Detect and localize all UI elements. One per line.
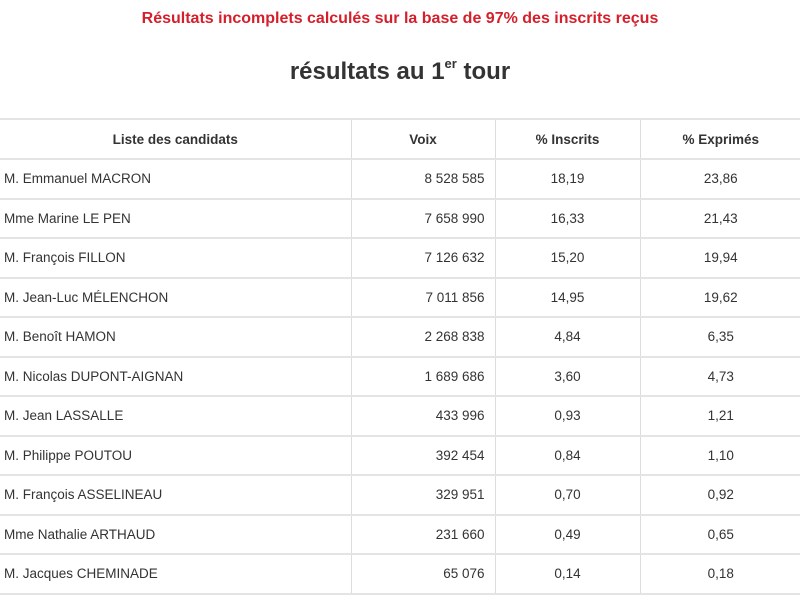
candidate-name: M. Jean-Luc MÉLENCHON bbox=[0, 276, 351, 317]
voix: 231 660 bbox=[350, 513, 495, 554]
candidate-name: M. Nicolas DUPONT-AIGNAN bbox=[0, 355, 351, 396]
candidate-name: Mme Marine LE PEN bbox=[0, 197, 351, 238]
pct-inscrits: 4,84 bbox=[494, 316, 640, 357]
pct-inscrits: 15,20 bbox=[494, 237, 640, 278]
pct-inscrits: 0,49 bbox=[494, 513, 640, 554]
pct-inscrits: 0,70 bbox=[494, 474, 640, 515]
voix: 7 126 632 bbox=[350, 237, 495, 278]
header-candidates: Liste des candidats bbox=[0, 118, 351, 159]
candidate-name: M. Benoît HAMON bbox=[0, 316, 351, 357]
table-row: M. Nicolas DUPONT-AIGNAN 1 689 686 3,60 4,7… bbox=[0, 355, 800, 396]
pct-exprimes: 23,86 bbox=[639, 158, 800, 199]
incomplete-results-notice: Résultats incomplets calculés sur la bas… bbox=[141, 10, 659, 27]
candidate-name: M. Jacques CHEMINADE bbox=[0, 553, 351, 595]
pct-inscrits: 3,60 bbox=[494, 355, 640, 396]
pct-inscrits: 14,95 bbox=[494, 276, 640, 317]
candidate-name: M. Emmanuel MACRON bbox=[0, 158, 351, 199]
table-row: Mme Marine LE PEN 7 658 990 16,33 21,43 bbox=[0, 197, 800, 238]
candidate-name: Mme Nathalie ARTHAUD bbox=[0, 513, 351, 554]
pct-inscrits: 0,93 bbox=[494, 395, 640, 436]
voix: 7 658 990 bbox=[350, 197, 495, 238]
pct-inscrits: 16,33 bbox=[494, 197, 640, 238]
pct-exprimes: 6,35 bbox=[639, 316, 800, 357]
voix: 392 454 bbox=[350, 434, 495, 475]
title-tail: tour bbox=[456, 58, 511, 85]
table-row: M. Jean-Luc MÉLENCHON 7 011 856 14,95 19,62 bbox=[0, 276, 800, 317]
candidate-name: M. François FILLON bbox=[0, 237, 351, 278]
candidate-name: M. Jean LASSALLE bbox=[0, 395, 351, 436]
pct-exprimes: 19,94 bbox=[639, 237, 800, 278]
results-table: Liste des candidats Voix % Inscrits % Ex… bbox=[0, 118, 800, 595]
pct-exprimes: 0,92 bbox=[639, 474, 800, 515]
pct-inscrits: 18,19 bbox=[494, 158, 640, 199]
pct-exprimes: 4,73 bbox=[639, 355, 800, 396]
table-row: M. François FILLON 7 126 632 15,20 19,94 bbox=[0, 237, 800, 278]
voix: 8 528 585 bbox=[350, 158, 495, 199]
pct-exprimes: 0,18 bbox=[639, 553, 800, 595]
pct-exprimes: 1,10 bbox=[639, 434, 800, 475]
pct-exprimes: 19,62 bbox=[639, 276, 800, 317]
page-title: résultats au 1er tour bbox=[0, 56, 800, 86]
header-pct-inscrits: % Inscrits bbox=[494, 118, 640, 159]
pct-exprimes: 1,21 bbox=[639, 395, 800, 436]
pct-inscrits: 0,14 bbox=[494, 553, 640, 595]
voix: 329 951 bbox=[350, 474, 495, 515]
table-row: M. Emmanuel MACRON 8 528 585 18,19 23,86 bbox=[0, 158, 800, 199]
table-row: M. François ASSELINEAU 329 951 0,70 0,92 bbox=[0, 474, 800, 515]
voix: 7 011 856 bbox=[350, 276, 495, 317]
table-row: M. Benoît HAMON 2 268 838 4,84 6,35 bbox=[0, 316, 800, 357]
table-row: M. Jacques CHEMINADE 65 076 0,14 0,18 bbox=[0, 553, 800, 595]
title-text: résultats au 1 bbox=[289, 58, 445, 85]
pct-inscrits: 0,84 bbox=[494, 434, 640, 475]
voix: 65 076 bbox=[350, 553, 495, 595]
pct-exprimes: 21,43 bbox=[639, 197, 800, 238]
candidate-name: M. François ASSELINEAU bbox=[0, 474, 351, 515]
header-pct-exprimes: % Exprimés bbox=[639, 118, 800, 159]
voix: 2 268 838 bbox=[350, 316, 495, 357]
table-row: M. Philippe POUTOU 392 454 0,84 1,10 bbox=[0, 434, 800, 475]
table-row: Mme Nathalie ARTHAUD 231 660 0,49 0,65 bbox=[0, 513, 800, 554]
table-header-row: Liste des candidats Voix % Inscrits % Ex… bbox=[0, 118, 800, 159]
title-superscript: er bbox=[444, 56, 457, 71]
header-voix: Voix bbox=[350, 118, 495, 159]
candidate-name: M. Philippe POUTOU bbox=[0, 434, 351, 475]
pct-exprimes: 0,65 bbox=[639, 513, 800, 554]
table-row: M. Jean LASSALLE 433 996 0,93 1,21 bbox=[0, 395, 800, 436]
voix: 433 996 bbox=[350, 395, 495, 436]
voix: 1 689 686 bbox=[350, 355, 495, 396]
